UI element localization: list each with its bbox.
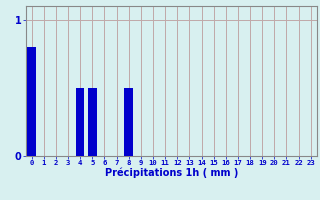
Bar <box>124 88 133 156</box>
Bar <box>88 88 97 156</box>
Bar <box>76 88 84 156</box>
Bar <box>28 47 36 156</box>
X-axis label: Précipitations 1h ( mm ): Précipitations 1h ( mm ) <box>105 168 238 178</box>
